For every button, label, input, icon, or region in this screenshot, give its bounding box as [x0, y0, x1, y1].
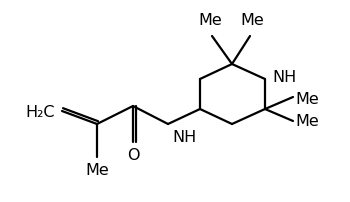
- Text: Me: Me: [85, 162, 109, 177]
- Text: Me: Me: [295, 92, 319, 107]
- Text: O: O: [127, 147, 139, 162]
- Text: Me: Me: [295, 114, 319, 129]
- Text: Me: Me: [198, 13, 222, 28]
- Text: H₂C: H₂C: [26, 105, 55, 120]
- Text: Me: Me: [240, 13, 264, 28]
- Text: NH: NH: [272, 70, 296, 85]
- Text: NH: NH: [172, 129, 196, 144]
